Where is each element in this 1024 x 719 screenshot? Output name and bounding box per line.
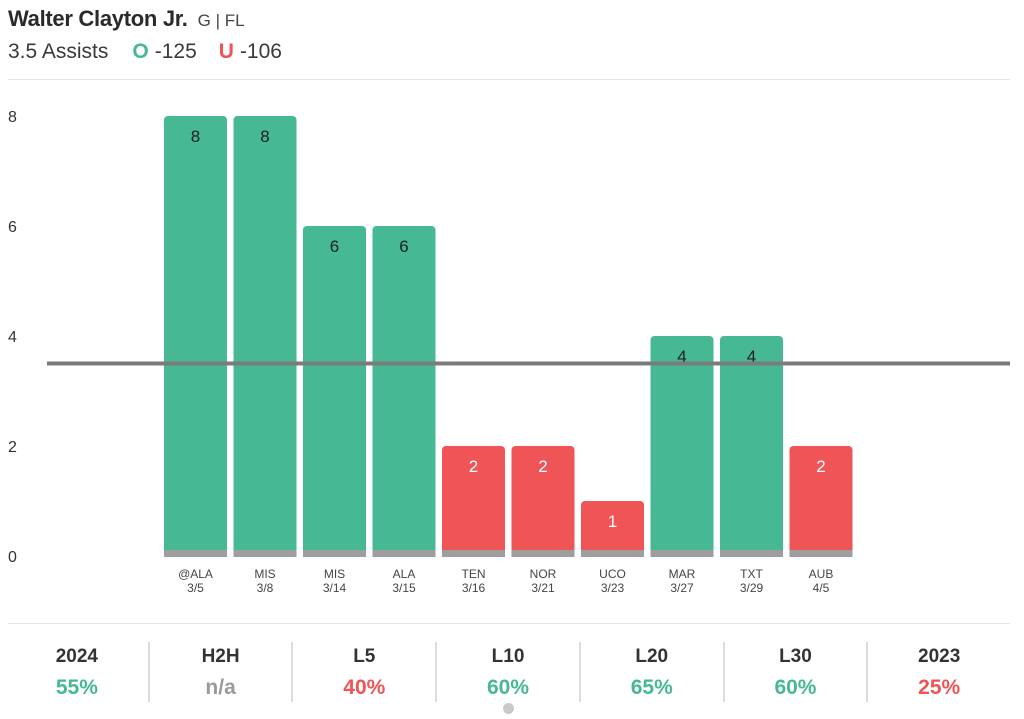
x-tick-opponent: NOR [530, 567, 557, 581]
x-tick-date: 3/21 [531, 581, 555, 595]
stat-l20[interactable]: L20 65% [578, 642, 723, 702]
x-tick-date: 3/29 [740, 581, 764, 595]
x-tick-date: 3/14 [323, 581, 347, 595]
under-symbol: U [218, 40, 234, 63]
bar-value-label: 2 [538, 457, 547, 476]
stat-value: 60% [487, 676, 530, 699]
bar-base [442, 550, 505, 557]
stat-l10[interactable]: L10 60% [435, 642, 579, 702]
x-tick-date: 3/5 [187, 581, 204, 595]
bar-base [789, 550, 853, 557]
stat-label: H2H [201, 646, 240, 667]
bar-base [303, 550, 366, 557]
game-log-chart: 024688@ALA3/58MIS3/86MIS3/146ALA3/152TEN… [8, 109, 1010, 595]
bar[interactable] [442, 446, 505, 556]
x-tick-opponent: @ALA [178, 567, 213, 581]
x-tick-date: 3/8 [257, 581, 274, 595]
bar-base [164, 550, 227, 557]
stat-value: n/a [205, 676, 236, 699]
bar-value-label: 4 [747, 347, 756, 366]
over-symbol: O [132, 40, 149, 63]
x-tick-date: 3/27 [670, 581, 694, 595]
bar-value-label: 2 [469, 457, 478, 476]
bar-base [372, 550, 436, 557]
stat-value: 25% [918, 676, 961, 699]
player-name[interactable]: Walter Clayton Jr. [8, 6, 188, 31]
stat-label: L5 [353, 646, 376, 667]
stat-l5[interactable]: L5 40% [291, 642, 435, 702]
stat-h2h[interactable]: H2H n/a [147, 642, 292, 702]
x-tick-opponent: MAR [669, 567, 696, 581]
stat-label: L20 [635, 646, 669, 667]
prop-line-row: 3.5 Assists O -125 U -106 [8, 40, 1016, 64]
x-tick-date: 3/16 [462, 581, 486, 595]
y-tick-label: 0 [8, 549, 17, 566]
prop-line: 3.5 Assists [8, 40, 109, 63]
stats-divider [8, 623, 1010, 624]
stat-2023[interactable]: 2023 25% [866, 642, 1010, 702]
bar-value-label: 4 [677, 347, 686, 366]
bar[interactable] [233, 116, 297, 556]
bar-value-label: 6 [330, 237, 339, 256]
bar-value-label: 1 [608, 512, 617, 531]
y-tick-label: 6 [8, 219, 17, 236]
x-tick-opponent: UCO [599, 567, 626, 581]
stat-value: 40% [343, 676, 386, 699]
bar[interactable] [720, 336, 783, 556]
y-tick-label: 2 [8, 439, 17, 456]
stat-value: 60% [774, 676, 817, 699]
bar[interactable] [650, 336, 714, 556]
bar[interactable] [303, 226, 366, 556]
header: Walter Clayton Jr. G | FL 3.5 Assists O … [8, 6, 1016, 64]
page-indicator-dot[interactable] [503, 703, 514, 714]
y-tick-label: 8 [8, 109, 17, 126]
bar[interactable] [581, 501, 644, 556]
header-divider [8, 79, 1010, 80]
stat-value: 65% [630, 676, 673, 699]
x-tick-opponent: AUB [809, 567, 834, 581]
under-odds[interactable]: -106 [239, 40, 282, 63]
bar[interactable] [164, 116, 227, 556]
y-tick-label: 4 [8, 329, 17, 346]
x-tick-opponent: TXT [740, 567, 763, 581]
bar-base [511, 550, 575, 557]
x-tick-date: 3/15 [392, 581, 416, 595]
stat-label: L30 [779, 646, 812, 667]
bar-base [233, 550, 297, 557]
player-position-team: G | FL [197, 11, 245, 30]
stat-label: 2024 [55, 646, 98, 667]
x-tick-date: 4/5 [813, 581, 830, 595]
x-tick-date: 3/23 [601, 581, 625, 595]
bar[interactable] [789, 446, 853, 556]
stat-value: 55% [55, 676, 98, 699]
bar[interactable] [372, 226, 436, 556]
hit-rate-stats: 2024 55% H2H n/a L5 40% L10 60% L20 65% … [6, 636, 1010, 706]
bar-value-label: 8 [260, 127, 269, 146]
x-tick-opponent: TEN [462, 567, 486, 581]
x-tick-opponent: MIS [324, 567, 345, 581]
x-tick-opponent: MIS [254, 567, 275, 581]
over-odds[interactable]: -125 [154, 40, 197, 63]
stat-2024[interactable]: 2024 55% [6, 642, 148, 702]
bar-value-label: 8 [191, 127, 200, 146]
stat-l30[interactable]: L30 60% [722, 642, 867, 702]
player-row: Walter Clayton Jr. G | FL [8, 6, 1016, 32]
bar-base [720, 550, 783, 557]
bar-value-label: 6 [399, 237, 408, 256]
bar-base [650, 550, 714, 557]
bar-value-label: 2 [816, 457, 825, 476]
x-tick-opponent: ALA [393, 567, 416, 581]
bar-base [581, 550, 644, 557]
stat-label: L10 [491, 646, 525, 667]
stat-label: 2023 [918, 646, 961, 667]
bar[interactable] [511, 446, 575, 556]
